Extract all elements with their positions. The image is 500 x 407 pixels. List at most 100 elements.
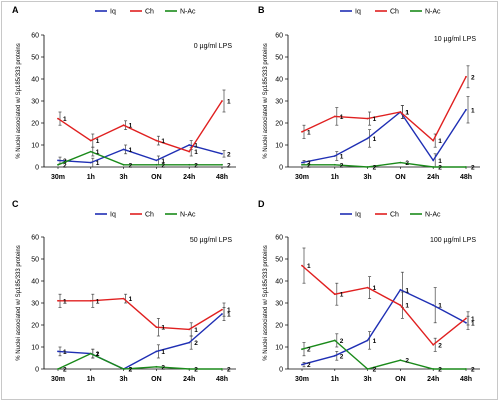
error-bar <box>302 124 306 139</box>
y-tick-label: 30 <box>275 99 283 106</box>
data-point <box>366 117 369 120</box>
data-point <box>89 139 92 142</box>
data-point <box>155 350 158 353</box>
data-point <box>155 159 158 162</box>
panel-letter: C <box>12 199 19 209</box>
data-label: 2 <box>227 367 231 374</box>
y-tick-label: 10 <box>275 345 283 352</box>
series-n-ac: 2 2 2 2 2 2 <box>57 348 231 374</box>
data-label: 1 <box>161 138 165 145</box>
series-line <box>57 313 223 370</box>
data-label: 1 <box>471 316 475 323</box>
data-label: 1 <box>96 149 100 156</box>
error-bar <box>466 311 470 326</box>
x-tick-label: 3h <box>364 376 372 383</box>
data-label: 2 <box>194 340 198 347</box>
data-label: 2 <box>129 162 133 169</box>
y-axis-label: % Nuclei associated w/ Sp185/333 protein… <box>263 43 269 158</box>
data-label: 2 <box>161 364 165 371</box>
panel-letter: B <box>258 5 265 15</box>
data-point <box>366 166 369 168</box>
data-label: 2 <box>340 338 344 345</box>
data-point <box>333 115 336 118</box>
data-label: 1 <box>340 154 344 161</box>
data-point <box>432 139 435 142</box>
panel-a: A 0 10 20 30 40 50 60 30m 1h 3h ON 24h 48h % Nuclei as… <box>12 5 236 181</box>
series-n-ac: 2 1 2 2 2 2 <box>57 146 231 169</box>
y-tick-label: 50 <box>275 257 283 264</box>
data-point <box>366 339 369 342</box>
data-point <box>465 166 467 168</box>
y-tick-label: 40 <box>275 77 283 84</box>
y-tick-label: 60 <box>275 33 283 40</box>
x-tick-label: 48h <box>460 376 472 383</box>
data-point <box>465 75 467 78</box>
data-point <box>89 161 92 164</box>
data-label: 2 <box>161 162 165 169</box>
y-tick-label: 20 <box>31 323 39 330</box>
data-label: 2 <box>373 367 377 374</box>
data-label: 1 <box>96 298 100 305</box>
data-point <box>89 150 92 153</box>
legend-entry: Ch <box>390 9 399 16</box>
data-label: 2 <box>471 367 475 374</box>
data-label: 1 <box>194 327 198 334</box>
data-label: 1 <box>161 349 165 356</box>
data-point <box>465 368 467 370</box>
data-label: 2 <box>307 362 311 369</box>
error-bar <box>433 337 437 352</box>
data-label: 1 <box>405 287 409 294</box>
data-point <box>432 343 435 346</box>
data-point <box>155 365 158 368</box>
legend: Iq Ch N-Ac <box>95 212 196 219</box>
data-label: 1 <box>129 147 133 154</box>
data-point <box>57 368 59 370</box>
data-point <box>122 124 125 127</box>
data-point <box>221 368 223 370</box>
data-point <box>122 148 125 151</box>
data-label: 1 <box>471 107 475 114</box>
data-label: 1 <box>63 116 67 123</box>
data-label: 2 <box>340 162 344 169</box>
series-n-ac: 2 2 2 2 2 2 <box>301 333 475 374</box>
x-tick-label: 48h <box>216 376 228 383</box>
legend: Iq Ch N-Ac <box>340 212 441 219</box>
data-point <box>432 368 435 370</box>
data-label: 1 <box>63 298 67 305</box>
series-line <box>302 161 466 168</box>
data-label: 2 <box>129 367 133 374</box>
error-bar <box>91 348 95 359</box>
data-point <box>122 163 125 166</box>
data-label: 1 <box>340 114 344 121</box>
data-label: 2 <box>307 162 311 169</box>
legend-entry: N-Ac <box>425 212 441 219</box>
legend-entry: N-Ac <box>180 9 196 16</box>
data-point <box>188 368 191 370</box>
error-bar <box>400 105 404 119</box>
series-line <box>57 100 223 153</box>
y-tick-label: 0 <box>35 367 39 374</box>
data-point <box>366 286 369 289</box>
legend-entry: N-Ac <box>180 212 196 219</box>
panel-d: D 0 10 20 30 40 50 60 30m 1h 3h ON 24h 48h % Nuclei as… <box>258 199 480 383</box>
data-label: 2 <box>307 160 311 167</box>
error-bar <box>335 151 339 161</box>
data-point <box>188 163 191 166</box>
data-point <box>57 159 59 162</box>
x-tick-label: ON <box>151 174 162 181</box>
legend-entry: Ch <box>145 212 154 219</box>
x-tick-label: 24h <box>427 376 439 383</box>
data-label: 2 <box>63 162 67 169</box>
series-line <box>301 76 467 142</box>
data-point <box>465 317 467 320</box>
legend-entry: Iq <box>110 212 116 219</box>
data-label: 1 <box>438 138 442 145</box>
data-label: 2 <box>227 162 231 169</box>
data-label: 2 <box>227 151 231 158</box>
